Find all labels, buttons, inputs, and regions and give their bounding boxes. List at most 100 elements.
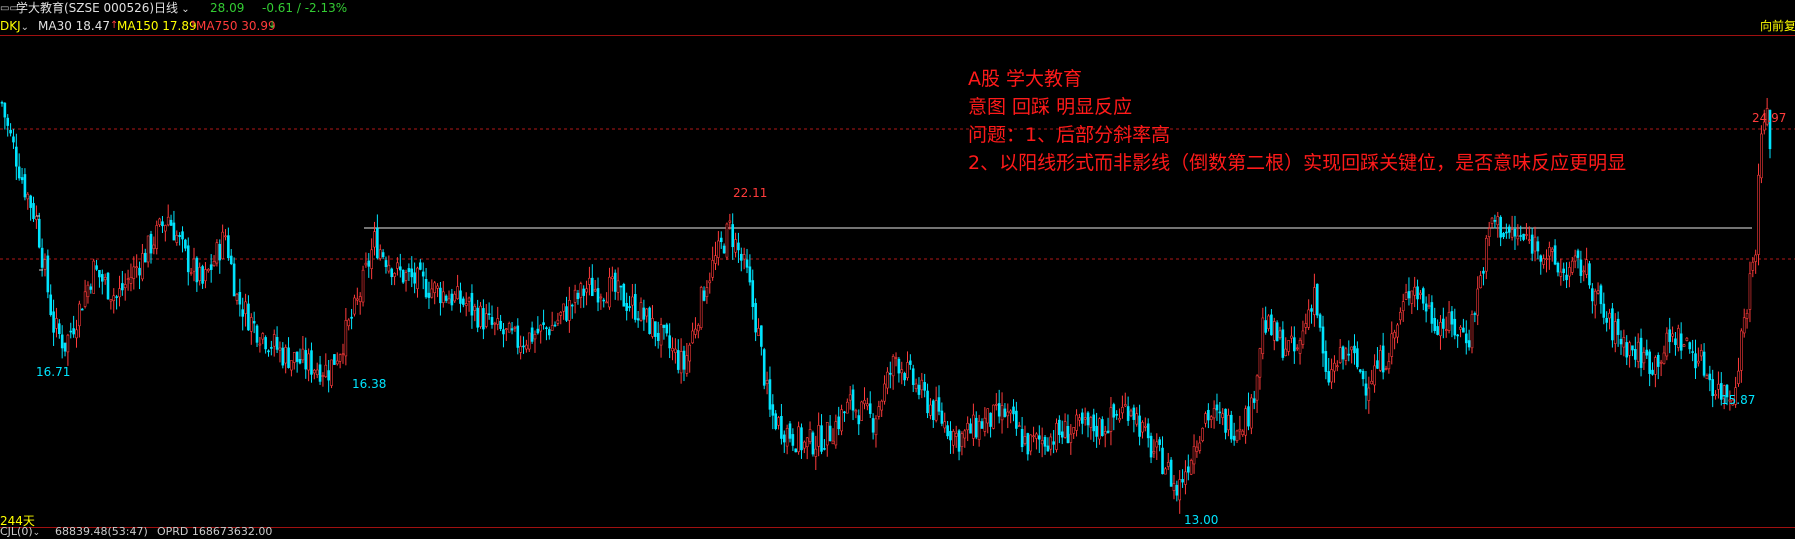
candle-body <box>462 298 465 305</box>
candle-body <box>645 308 649 317</box>
candle-body <box>708 280 712 284</box>
candle-body <box>1209 416 1213 420</box>
candle-body <box>874 418 878 436</box>
price-change: -0.61 / -2.13% <box>262 1 348 15</box>
candle-body <box>725 223 729 258</box>
candle-body <box>848 394 852 401</box>
candle-body <box>1444 329 1448 331</box>
menu-icon[interactable]: ▭▭ <box>0 3 19 14</box>
candle-body <box>304 350 308 370</box>
candle-body <box>966 422 969 431</box>
candle-body <box>1568 267 1571 277</box>
candle-body <box>361 269 365 303</box>
candle-body <box>1241 430 1245 436</box>
candle-body <box>983 417 987 432</box>
candle-body <box>1679 333 1683 351</box>
candle-body <box>1619 338 1623 345</box>
candle-body <box>590 277 594 297</box>
candle-body <box>682 350 686 370</box>
candle-body <box>493 322 497 325</box>
candle-body <box>1433 317 1437 331</box>
candle-body <box>654 321 657 337</box>
candle-body <box>1401 301 1405 312</box>
candle-body <box>831 440 835 445</box>
candle-body <box>1714 393 1717 396</box>
candle-body <box>473 306 477 311</box>
candle-body <box>957 430 961 452</box>
adjust-mode[interactable]: 向前复 <box>1760 19 1795 33</box>
candle-body <box>780 416 783 439</box>
candle-body <box>1040 440 1044 445</box>
candle-body <box>760 325 763 347</box>
period-dropdown[interactable]: 日线 ⌄ <box>154 0 190 18</box>
candle-body <box>49 294 53 315</box>
candle-body <box>32 203 35 219</box>
candle-body <box>1588 263 1591 286</box>
candle-body <box>1201 427 1204 441</box>
volume-label: CJL(0) <box>0 525 33 538</box>
candle-body <box>513 326 517 329</box>
candle-body <box>1530 234 1534 254</box>
annotation-line-3: 问题：1、后部分斜率高 <box>968 124 1171 146</box>
candle-body <box>189 272 193 274</box>
candle-body <box>1605 317 1608 323</box>
candle-body <box>934 400 938 421</box>
candle-body <box>453 293 457 302</box>
candle-body <box>1250 397 1253 429</box>
candle-body <box>1078 417 1081 421</box>
candle-body <box>0 102 4 104</box>
candlestick-chart[interactable]: 16.71 16.38 22.11 13.00 15.87 24.97 <box>0 35 1795 527</box>
stock-name[interactable]: 学大教育(SZSE 000526) <box>16 1 155 15</box>
candle-body <box>138 267 141 276</box>
candle-body <box>1083 417 1087 420</box>
candle-body <box>410 268 414 278</box>
candle-body <box>1184 471 1187 485</box>
candle-body <box>98 269 101 278</box>
candle-body <box>358 296 362 302</box>
candle-body <box>1192 446 1196 465</box>
candle-body <box>1694 353 1697 369</box>
candle-body <box>201 266 204 284</box>
candle-body <box>106 272 110 300</box>
candle-body <box>186 245 190 273</box>
candle-body <box>1573 255 1577 262</box>
volume-dropdown[interactable]: CJL(0)⌄ <box>0 526 40 539</box>
candle-body <box>1080 412 1084 424</box>
candle-body <box>143 252 147 263</box>
candle-body <box>496 318 500 325</box>
candle-body <box>1181 479 1184 483</box>
candle-body <box>929 404 932 416</box>
candle-body <box>1545 258 1548 260</box>
candle-body <box>1467 340 1471 348</box>
candle-body <box>482 308 485 330</box>
candle-body <box>906 362 909 379</box>
candle-body <box>327 370 330 381</box>
candle-body <box>287 347 290 368</box>
candle-body <box>1123 404 1127 407</box>
candle-body <box>943 421 947 429</box>
candle-body <box>837 416 841 430</box>
candle-body <box>817 425 820 447</box>
candle-body <box>995 403 998 406</box>
candle-body <box>800 427 803 451</box>
candle-body <box>1642 351 1646 364</box>
candle-body <box>1075 414 1078 431</box>
candle-body <box>490 317 494 325</box>
candle-body <box>751 280 755 307</box>
indicator-dropdown[interactable]: DKJ⌄ <box>0 17 29 37</box>
candle-body <box>1313 287 1316 315</box>
chevron-down-icon: ⌄ <box>178 4 190 15</box>
candle-body <box>1556 262 1560 273</box>
candle-body <box>556 319 560 324</box>
candle-body <box>1542 258 1545 265</box>
candle-body <box>1668 329 1672 342</box>
candle-body <box>871 418 875 433</box>
candle-body <box>1639 337 1643 368</box>
candle-body <box>456 286 459 300</box>
candle-body <box>1069 433 1073 443</box>
candle-body <box>542 322 545 325</box>
candle-body <box>1315 283 1319 316</box>
candle-body <box>579 283 583 298</box>
candle-body <box>261 333 265 340</box>
candle-body <box>1450 311 1454 325</box>
